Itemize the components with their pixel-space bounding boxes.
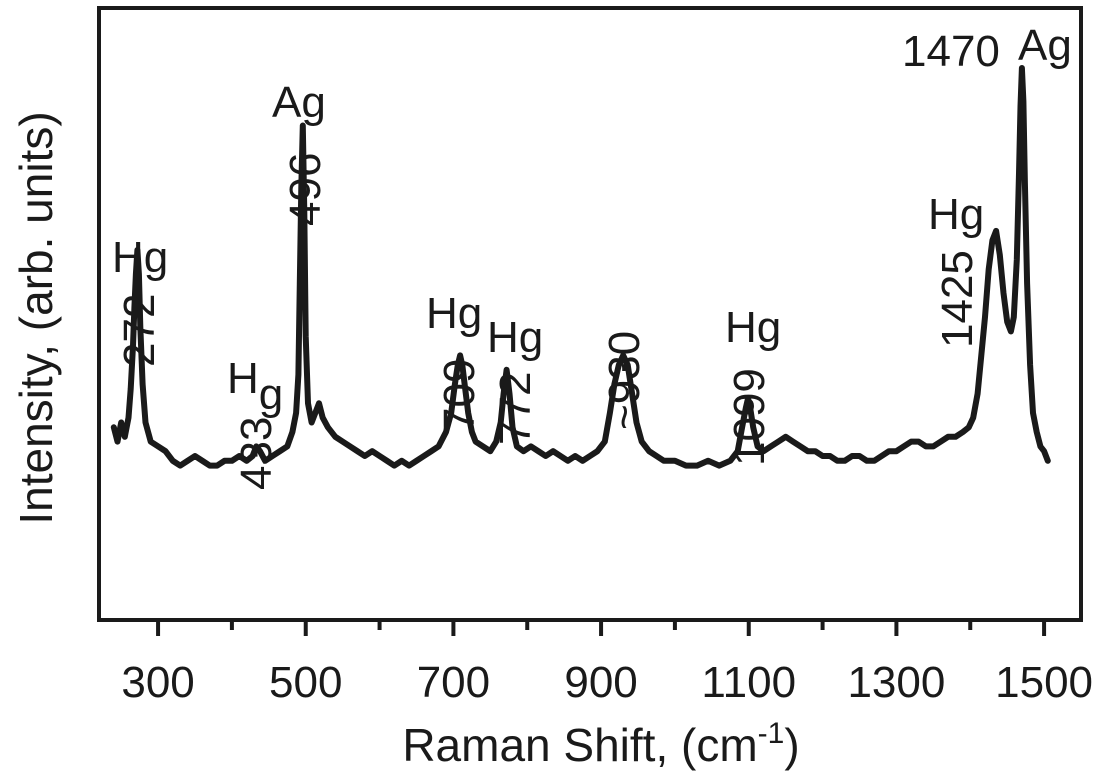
x-tick-label: 500	[269, 658, 342, 707]
peak-label-930: ~930	[600, 331, 649, 430]
x-tick-label: 300	[121, 658, 194, 707]
mode-label-709: Hg	[426, 289, 482, 338]
mode-label-272: Hg	[112, 233, 168, 282]
x-axis-title: Raman Shift, (cm-1)	[402, 717, 799, 771]
peak-label-496: 496	[281, 153, 330, 226]
mode-label-1099: Hg	[725, 303, 781, 352]
x-axis-tick-labels: 300 500 700 900 1100 1300 1500	[121, 658, 1093, 707]
mode-label-1470: Ag	[1018, 21, 1072, 70]
peak-label-1099: 1099	[725, 368, 774, 466]
peak-label-433: 433	[232, 417, 281, 490]
plot-frame	[97, 6, 1083, 622]
mode-label-433-main: H	[227, 354, 259, 403]
peak-label-272: 272	[115, 294, 164, 367]
x-tick-label: 700	[417, 658, 490, 707]
x-axis-title-main: Raman Shift, (cm	[402, 719, 757, 771]
x-axis-title-close: )	[784, 719, 799, 771]
mode-label-433: Hg	[227, 354, 283, 419]
x-axis-title-sup: -1	[758, 717, 785, 750]
mode-label-433-sub: g	[259, 370, 283, 419]
peak-label-772: 772	[491, 372, 540, 445]
x-tick-label: 900	[564, 658, 637, 707]
peak-annotations: 272 Hg 433 Hg 496 Ag 709 Hg 772 Hg ~930 …	[112, 21, 1072, 490]
x-tick-label: 1300	[847, 658, 945, 707]
mode-label-1425: Hg	[928, 190, 984, 239]
spectrum-line	[110, 65, 1051, 469]
mode-label-496: Ag	[272, 78, 326, 127]
mode-label-772: Hg	[487, 313, 543, 362]
peak-label-709: 709	[435, 359, 484, 432]
x-tick-label: 1100	[701, 658, 796, 707]
peak-label-1425: 1425	[933, 250, 982, 348]
peak-label-1470: 1470	[902, 27, 1000, 76]
y-axis-title: Intensity, (arb. units)	[10, 111, 62, 524]
x-axis-ticks	[156, 620, 1047, 636]
x-tick-label: 1500	[995, 658, 1093, 707]
